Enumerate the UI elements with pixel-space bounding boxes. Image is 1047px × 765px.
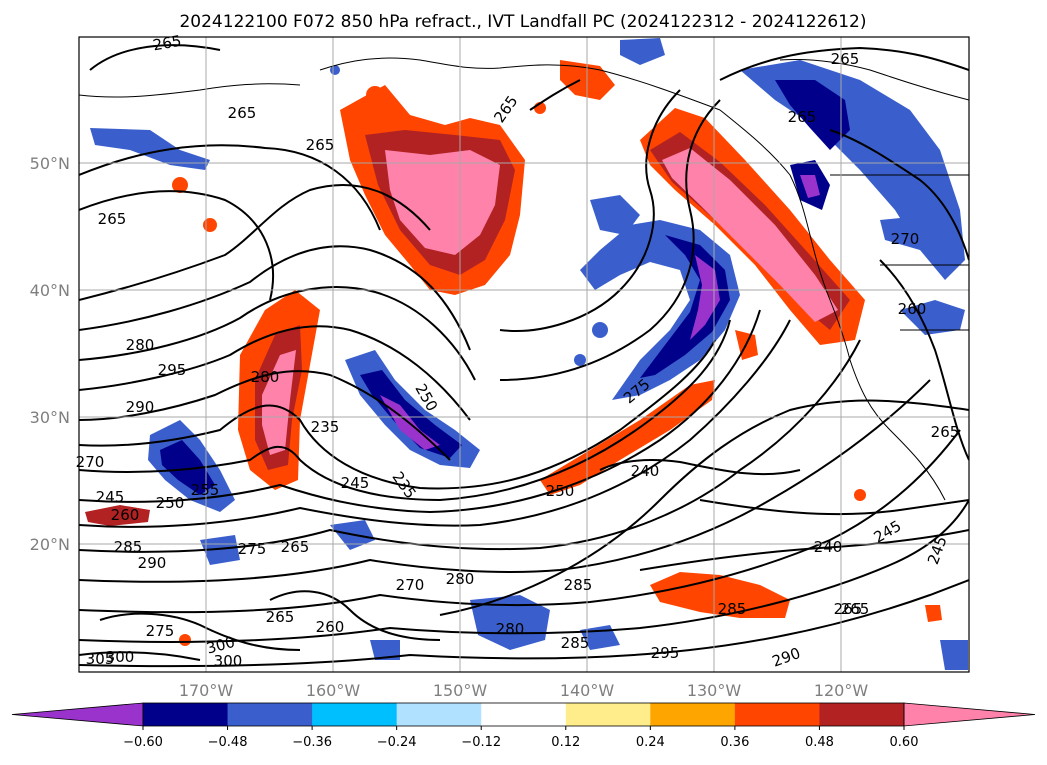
contour-label: 235	[311, 418, 340, 436]
colorbar-tick-label: −0.12	[461, 735, 501, 750]
colorbar-tick-label: 0.24	[636, 735, 665, 750]
contour-label: 265	[788, 108, 817, 126]
lat-label: 40°N	[30, 281, 70, 300]
contour-label: 280	[126, 336, 155, 354]
latitude-labels: 50°N 40°N 30°N 20°N	[30, 154, 70, 554]
contour-label: 255	[191, 481, 220, 499]
colorbar-cell	[903, 702, 1036, 727]
contour-label: 270	[891, 230, 920, 248]
contour-label: 265	[228, 104, 257, 122]
colorbar-cell	[565, 703, 651, 726]
contour-label: 245	[96, 488, 125, 506]
contour-label: 270	[396, 576, 425, 594]
contour-label: 250	[156, 494, 185, 512]
colorbar-cell	[11, 702, 144, 727]
colorbar-cell	[734, 703, 820, 726]
contour-label: 300	[106, 648, 135, 666]
colorbar-cell	[396, 703, 482, 726]
contour-label: 280	[251, 368, 280, 386]
contour-label: 300	[214, 652, 243, 670]
contour-label: 260	[898, 300, 927, 318]
colorbar-tick-label: −0.36	[292, 735, 332, 750]
colorbar-cell	[227, 703, 313, 726]
colorbar: −0.60 −0.48 −0.36 −0.24 −0.12 0.12 0.24 0.36 0.4…	[11, 702, 1036, 750]
contour-label: 265	[98, 210, 127, 228]
contour-label: 275	[146, 622, 175, 640]
coastlines	[79, 57, 969, 501]
gridlines	[79, 37, 969, 672]
contour-lines	[79, 44, 969, 668]
colorbar-tick-label: −0.24	[377, 735, 417, 750]
colorbar-tick-label: 0.12	[551, 735, 580, 750]
colorbar-cells	[11, 702, 1036, 727]
colorbar-cell	[143, 703, 229, 726]
lon-label: 170°W	[179, 681, 234, 700]
contour-label: 295	[158, 361, 187, 379]
colorbar-tick-label: 0.60	[890, 735, 919, 750]
contour-label: 260	[316, 618, 345, 636]
lat-label: 50°N	[30, 154, 70, 173]
lon-label: 130°W	[687, 681, 742, 700]
lon-label: 160°W	[306, 681, 361, 700]
contour-label: 280	[446, 570, 475, 588]
contour-label: 270	[76, 453, 105, 471]
positive-anomaly-fill	[85, 60, 942, 646]
lon-label: 120°W	[814, 681, 869, 700]
contour-label: 285	[718, 600, 747, 618]
colorbar-tick-label: −0.60	[123, 735, 163, 750]
contour-label: 275	[238, 540, 267, 558]
lat-label: 20°N	[30, 535, 70, 554]
colorbar-cell	[312, 703, 398, 726]
contour-label: 265	[281, 538, 310, 556]
lat-label: 30°N	[30, 408, 70, 427]
contour-label: 305	[86, 650, 115, 668]
contour-label: 240	[814, 538, 843, 556]
map-area	[79, 37, 969, 672]
contour-label: 265	[306, 136, 335, 154]
contour-label: 290	[138, 554, 167, 572]
contour-label: 265	[266, 608, 295, 626]
contour-label: 285	[564, 576, 593, 594]
map-frame	[78, 36, 970, 673]
longitude-labels: 170°W 160°W 150°W 140°W 130°W 120°W	[179, 681, 869, 700]
colorbar-frame	[142, 702, 905, 727]
colorbar-tick-label: −0.48	[208, 735, 248, 750]
contour-label: 265	[834, 600, 863, 618]
contour-label: 295	[651, 644, 680, 662]
contour-label: 285	[114, 538, 143, 556]
contour-label: 280	[496, 620, 525, 638]
colorbar-cell	[650, 703, 736, 726]
lon-label: 150°W	[433, 681, 488, 700]
contour-label: 285	[561, 634, 590, 652]
colorbar-cell	[481, 703, 567, 726]
contour-label: 290	[126, 398, 155, 416]
lon-label: 140°W	[560, 681, 615, 700]
contour-label: 260	[111, 506, 140, 524]
colorbar-ticks: −0.60 −0.48 −0.36 −0.24 −0.12 0.12 0.24 0.36 0.4…	[123, 726, 918, 750]
contour-label: 250	[546, 482, 575, 500]
contour-label: 245	[341, 474, 370, 492]
contour-label: 240	[631, 462, 660, 480]
colorbar-tick-label: 0.48	[805, 735, 834, 750]
contour-label: 265	[931, 423, 960, 441]
colorbar-tick-label: 0.36	[720, 735, 749, 750]
contour-label: 265	[831, 50, 860, 68]
contour-label: 265	[841, 600, 870, 618]
map-title: 2024122100 F072 850 hPa refract., IVT La…	[179, 12, 866, 32]
colorbar-cell	[819, 703, 905, 726]
